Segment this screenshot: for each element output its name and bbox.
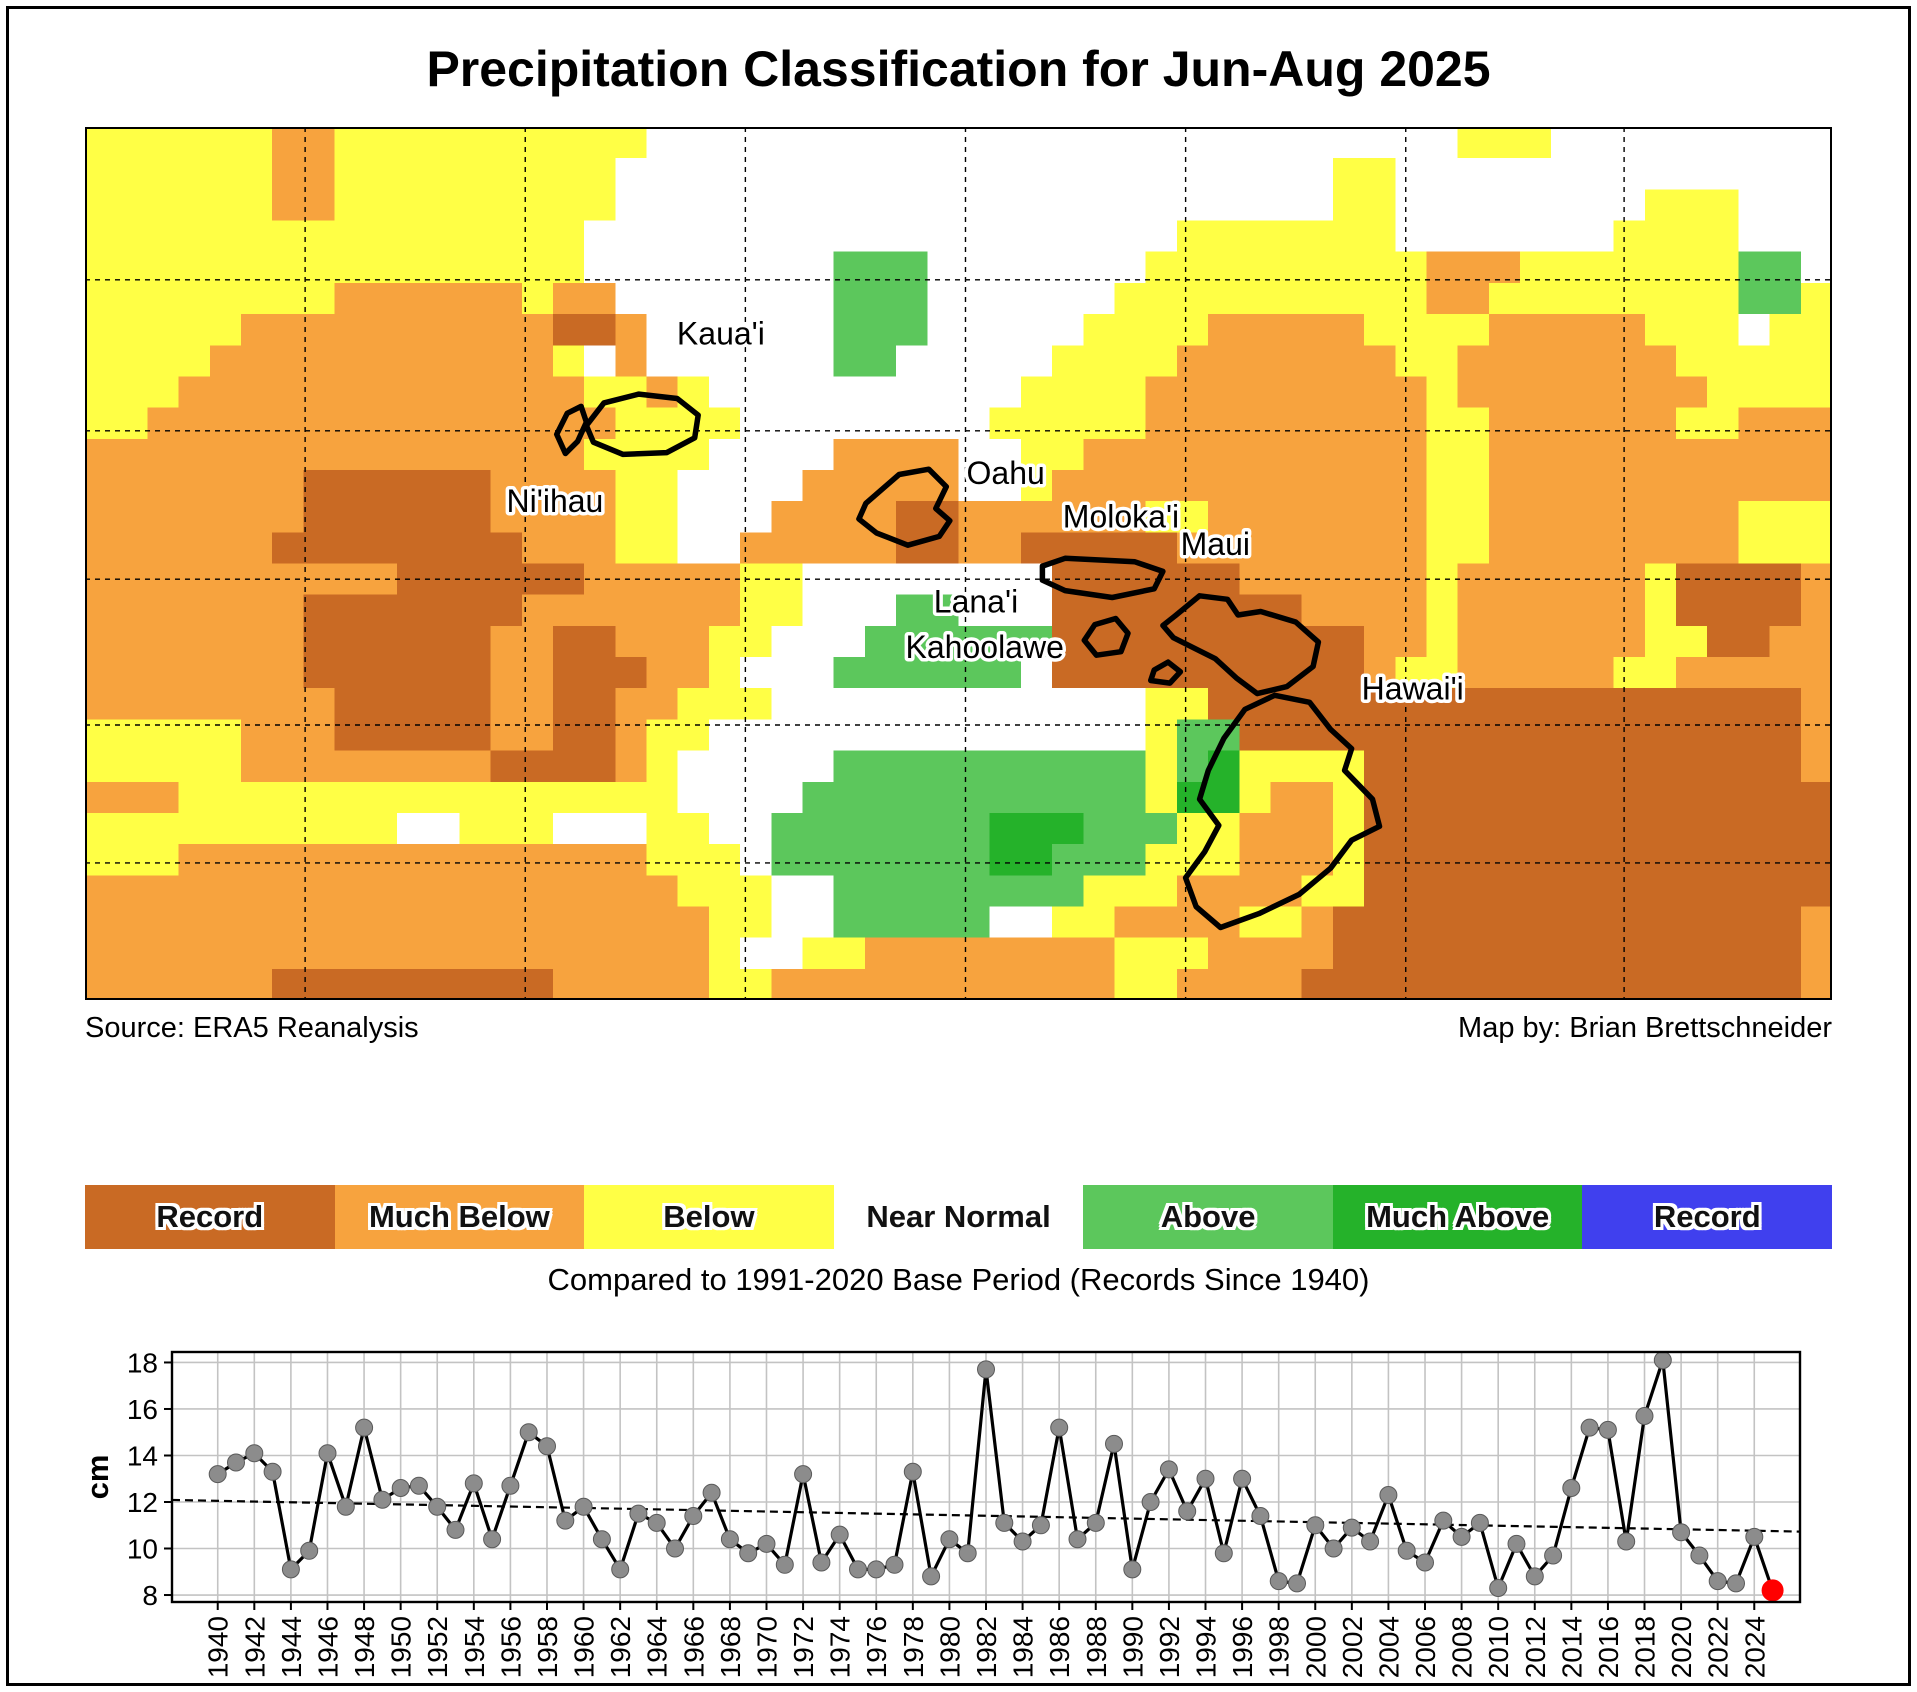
svg-text:1982: 1982 [971,1616,1002,1678]
legend-item-much-above: Much Above [1332,1185,1583,1249]
svg-text:12: 12 [127,1487,158,1518]
svg-text:1994: 1994 [1191,1616,1222,1678]
svg-text:1956: 1956 [495,1616,526,1678]
trend-line [171,1498,1801,1533]
svg-text:1950: 1950 [386,1616,417,1678]
svg-text:2002: 2002 [1337,1616,1368,1678]
axis-ticks [164,1361,1756,1610]
svg-text:2024: 2024 [1739,1616,1770,1678]
island-label-oahu: Oahu [967,455,1045,491]
svg-text:1978: 1978 [898,1616,929,1678]
island-outline-hawaii [1182,692,1383,931]
map-gridlines [85,127,1832,1000]
svg-text:1946: 1946 [312,1616,343,1678]
island-label-maui: Maui [1181,526,1250,562]
svg-text:2000: 2000 [1300,1616,1331,1678]
svg-text:1972: 1972 [788,1616,819,1678]
legend-item-near-normal: Near Normal [833,1185,1084,1249]
svg-text:1944: 1944 [276,1616,307,1678]
svg-text:2014: 2014 [1556,1616,1587,1678]
svg-text:1976: 1976 [861,1616,892,1678]
island-label-kauai: Kaua'i [677,315,765,351]
island-outline-oahu [856,466,953,548]
svg-text:2022: 2022 [1703,1616,1734,1678]
island-outline-kauai [583,391,701,458]
page-title: Precipitation Classification for Jun-Aug… [426,41,1491,97]
island-label-kahoolawe: Kahoolawe [906,629,1064,665]
island-outline-lanai [1081,615,1131,658]
svg-text:2016: 2016 [1593,1616,1624,1678]
svg-text:1942: 1942 [239,1616,270,1678]
x-tick-labels: 1940 1942 1944 1946 1948 1950 1952 1954 1956 1958… [203,1616,1771,1678]
svg-text:1996: 1996 [1227,1616,1258,1678]
svg-text:1968: 1968 [715,1616,746,1678]
svg-text:2012: 2012 [1520,1616,1551,1678]
svg-text:1958: 1958 [532,1616,563,1678]
svg-text:1988: 1988 [1081,1616,1112,1678]
svg-text:1998: 1998 [1264,1616,1295,1678]
island-label-molokai: Moloka'i [1063,499,1179,535]
svg-text:1980: 1980 [934,1616,965,1678]
legend-item-record: Record [85,1185,335,1249]
precipitation-map: Ni'ihau Kaua'i Oahu Moloka'i Lana'i Kahoolawe… [85,127,1832,1000]
svg-text:1984: 1984 [1008,1616,1039,1678]
svg-text:2010: 2010 [1483,1616,1514,1678]
map-border [85,127,1832,1000]
svg-text:14: 14 [127,1440,158,1471]
island-outline-maui [1160,593,1322,697]
svg-text:1964: 1964 [642,1616,673,1678]
svg-text:10: 10 [127,1534,158,1565]
svg-text:1992: 1992 [1154,1616,1185,1678]
legend: Record Much Below Below Near Normal Above Muc… [85,1185,1833,1249]
svg-text:18: 18 [127,1347,158,1378]
svg-text:1974: 1974 [825,1616,856,1678]
credit-text: Map by: Brian Brettschneider [1458,1012,1832,1044]
legend-item-above: Above [1083,1185,1333,1249]
timeseries-chart: 1940 1942 1944 1946 1948 1950 1952 1954 1956 1958… [80,1347,1802,1678]
data-markers [208,1351,1764,1597]
svg-text:1940: 1940 [203,1616,234,1678]
svg-text:8: 8 [142,1580,158,1611]
island-outline-molokai [1039,555,1166,601]
svg-text:1952: 1952 [422,1616,453,1678]
legend-item-below: Below [584,1185,834,1249]
svg-text:1990: 1990 [1117,1616,1148,1678]
svg-text:1986: 1986 [1044,1616,1075,1678]
island-label-hawaii: Hawai'i [1362,671,1464,707]
svg-text:2008: 2008 [1447,1616,1478,1678]
island-label-lanai: Lana'i [934,583,1018,619]
svg-text:1962: 1962 [605,1616,636,1678]
svg-text:1970: 1970 [751,1616,782,1678]
latest-point-marker [1761,1579,1784,1602]
legend-item-much-below: Much Below [334,1185,585,1249]
svg-text:2020: 2020 [1666,1616,1697,1678]
svg-text:1966: 1966 [678,1616,709,1678]
island-outline-kahoolawe [1147,659,1184,686]
island-label-niihau: Ni'ihau [507,483,604,519]
svg-text:1948: 1948 [349,1616,380,1678]
map-cells [85,127,1832,1000]
svg-text:2004: 2004 [1373,1616,1404,1678]
figure-border [6,6,1911,1686]
svg-text:1960: 1960 [569,1616,600,1678]
svg-text:1954: 1954 [459,1616,490,1678]
source-text: Source: ERA5 Reanalysis [85,1012,419,1044]
y-tick-labels: 8 10 12 14 16 18 [127,1347,158,1611]
svg-text:2018: 2018 [1630,1616,1661,1678]
svg-text:16: 16 [127,1394,158,1425]
svg-text:2006: 2006 [1410,1616,1441,1678]
y-axis-label: cm [80,1455,115,1500]
legend-item-record: Record [1582,1185,1833,1249]
island-outline-niihau [553,403,590,457]
legend-caption: Compared to 1991-2020 Base Period (Recor… [547,1262,1370,1297]
